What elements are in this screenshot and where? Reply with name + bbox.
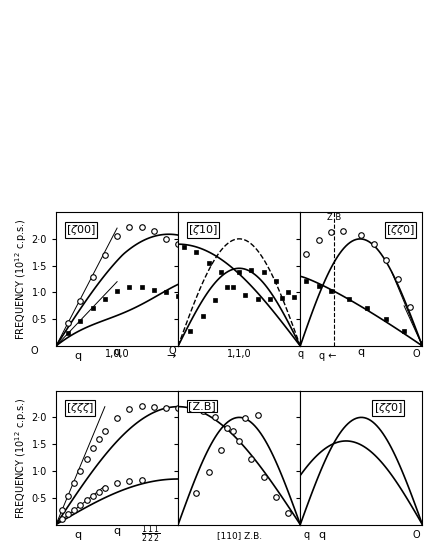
Text: q: q <box>297 349 303 359</box>
Text: [$\zeta\zeta$0]: [$\zeta\zeta$0] <box>385 223 414 237</box>
X-axis label: q: q <box>113 347 120 357</box>
Text: O: O <box>31 347 38 357</box>
Y-axis label: FREQUENCY (10$^{12}$ c.p.s.): FREQUENCY (10$^{12}$ c.p.s.) <box>13 218 29 340</box>
X-axis label: q: q <box>357 347 364 357</box>
Text: q: q <box>303 530 309 540</box>
Text: O: O <box>412 530 419 540</box>
Text: 1,1,0: 1,1,0 <box>226 349 251 359</box>
X-axis label: q: q <box>113 526 120 536</box>
Text: q ←: q ← <box>318 352 335 362</box>
Text: q: q <box>74 530 81 540</box>
Text: [110] Z.B.: [110] Z.B. <box>216 531 261 540</box>
Text: [Z.B]: [Z.B] <box>187 401 215 411</box>
Text: [$\zeta\zeta\zeta$]: [$\zeta\zeta\zeta$] <box>66 401 93 415</box>
Text: [$\zeta$10]: [$\zeta$10] <box>187 223 218 237</box>
Text: O: O <box>412 349 419 359</box>
Text: q: q <box>74 352 81 362</box>
Text: q: q <box>318 530 325 540</box>
Text: →: → <box>166 352 175 362</box>
Text: $\frac{1}{2}\frac{1}{2}\frac{1}{2}$: $\frac{1}{2}\frac{1}{2}\frac{1}{2}$ <box>141 524 161 546</box>
Y-axis label: FREQUENCY (10$^{12}$ c.p.s.): FREQUENCY (10$^{12}$ c.p.s.) <box>13 397 29 518</box>
Text: [$\zeta$00]: [$\zeta$00] <box>66 223 95 237</box>
Text: 1,0,0: 1,0,0 <box>104 349 129 359</box>
Text: Z B: Z B <box>326 213 341 222</box>
Text: [$\zeta\zeta$0]: [$\zeta\zeta$0] <box>373 401 402 415</box>
Text: O: O <box>168 347 176 357</box>
